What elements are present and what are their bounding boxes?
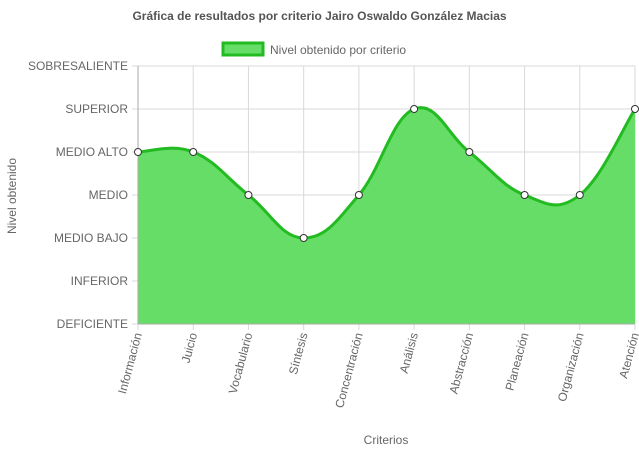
data-point	[244, 191, 253, 199]
y-tick-label: MEDIO ALTO	[56, 145, 128, 159]
y-tick-label: SOBRESALIENTE	[28, 59, 128, 73]
x-tick-labels: Información Juicio Vocabulario Síntesis Conc…	[115, 331, 639, 410]
x-tick-label: Concentración	[332, 331, 366, 409]
y-tick-label: MEDIO	[89, 188, 128, 202]
data-point	[299, 234, 308, 242]
y-axis-title: Nivel obtenido	[5, 158, 19, 234]
series-area-fill	[138, 107, 635, 324]
y-tick-label: DEFICIENTE	[57, 317, 128, 331]
y-tick-label: MEDIO BAJO	[54, 231, 128, 245]
legend-swatch	[221, 41, 265, 57]
data-point	[354, 191, 363, 199]
x-tick-label: Juicio	[179, 331, 201, 365]
y-tick-labels: DEFICIENTE INFERIOR MEDIO BAJO MEDIO MEDIO A…	[28, 59, 128, 331]
data-point	[575, 191, 584, 199]
axes	[137, 66, 635, 325]
series-area	[137, 106, 637, 324]
legend-label: Nivel obtenido por criterio	[270, 43, 406, 57]
chart-title: Gráfica de resultados por criterio Jairo…	[132, 9, 507, 23]
y-tick-label: INFERIOR	[71, 274, 129, 288]
x-tick-label: Síntesis	[286, 331, 311, 376]
x-tick-label: Organización	[555, 331, 587, 403]
x-tick-label: Análisis	[397, 331, 421, 375]
x-tick-label: Atención	[616, 331, 639, 380]
data-point	[631, 105, 639, 113]
x-tick-label: Vocabulario	[226, 331, 256, 396]
data-point	[189, 148, 198, 156]
x-tick-label: Abstracción	[446, 331, 476, 395]
data-points	[134, 105, 639, 242]
data-point	[410, 105, 419, 113]
y-tick-label: SUPERIOR	[65, 102, 128, 116]
data-point	[134, 148, 142, 156]
x-axis-title: Criterios	[364, 433, 409, 447]
series-line	[137, 106, 637, 240]
legend[interactable]: Nivel obtenido por criterio	[221, 41, 406, 57]
x-tick-label: Información	[115, 331, 145, 395]
data-point	[520, 191, 529, 199]
data-point	[465, 148, 474, 156]
x-tick-label: Planeación	[503, 331, 532, 392]
